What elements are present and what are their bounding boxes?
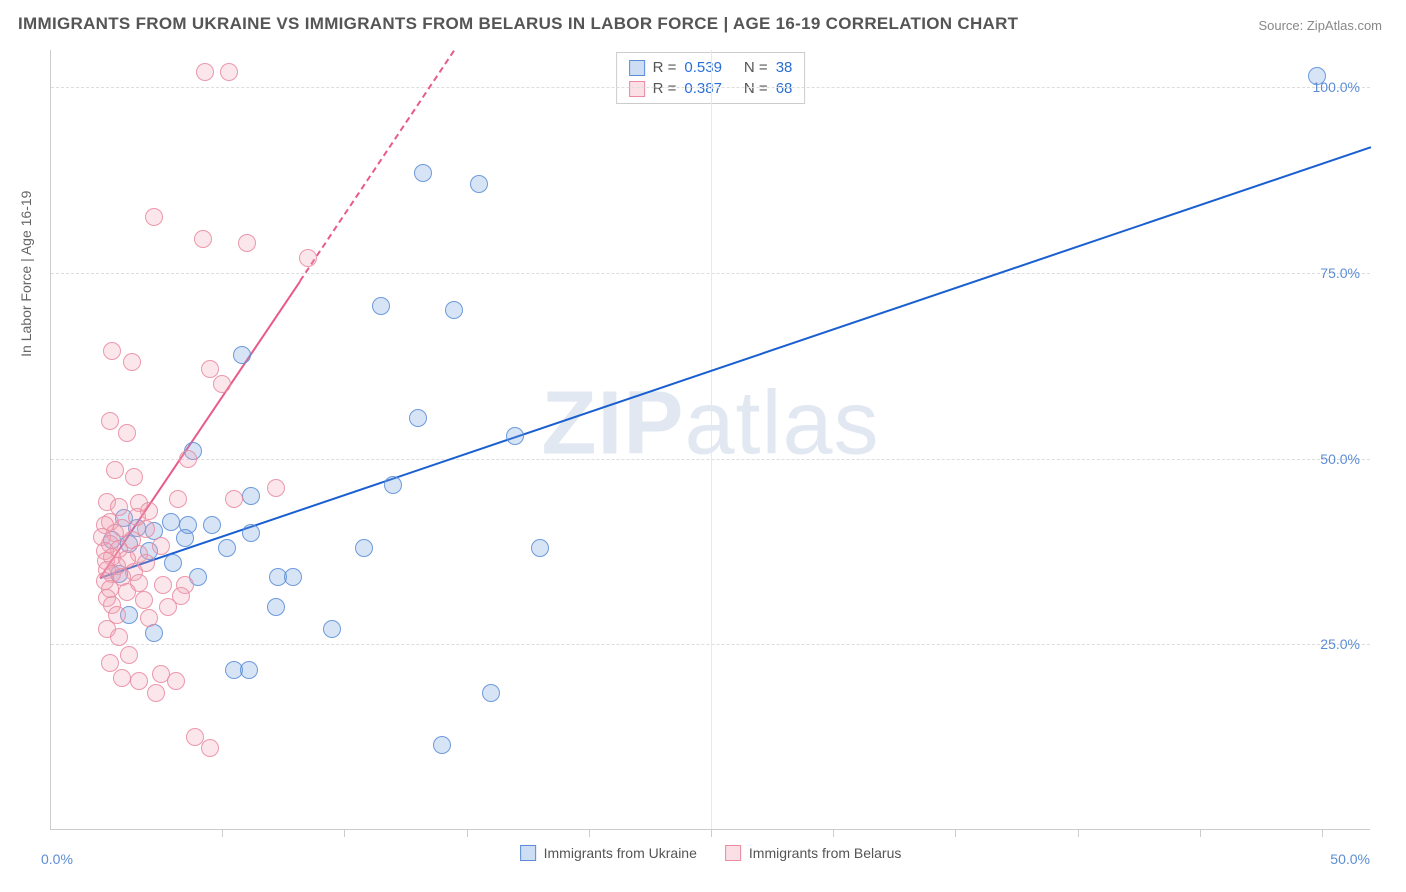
x-tick [833, 829, 834, 837]
data-point [355, 539, 373, 557]
data-point [118, 424, 136, 442]
legend-swatch [520, 845, 536, 861]
data-point [323, 620, 341, 638]
data-point [409, 409, 427, 427]
data-point [433, 736, 451, 754]
data-point [201, 360, 219, 378]
legend-item: Immigrants from Belarus [725, 845, 901, 861]
data-point [225, 490, 243, 508]
y-tick-label: 50.0% [1320, 451, 1360, 467]
data-point [152, 537, 170, 555]
data-point [194, 230, 212, 248]
data-point [218, 539, 236, 557]
legend-n-value: 68 [776, 80, 793, 97]
data-point [135, 591, 153, 609]
x-tick [1078, 829, 1079, 837]
legend-r-value: 0.387 [684, 80, 722, 97]
legend-series: Immigrants from Ukraine Immigrants from B… [520, 845, 902, 861]
data-point [106, 461, 124, 479]
data-point [154, 576, 172, 594]
x-tick [467, 829, 468, 837]
x-tick [1322, 829, 1323, 837]
data-point [220, 63, 238, 81]
y-tick-label: 75.0% [1320, 265, 1360, 281]
legend-r-value: 0.539 [684, 59, 722, 76]
data-point [167, 672, 185, 690]
plot-area: ZIPatlas R =0.539N =38R =0.387N =68 Immi… [50, 50, 1370, 830]
data-point [482, 684, 500, 702]
data-point [201, 739, 219, 757]
data-point [113, 669, 131, 687]
data-point [159, 598, 177, 616]
trend-line [100, 147, 1372, 580]
data-point [120, 646, 138, 664]
legend-label: Immigrants from Ukraine [544, 845, 697, 861]
x-tick [589, 829, 590, 837]
chart-title: IMMIGRANTS FROM UKRAINE VS IMMIGRANTS FR… [18, 14, 1018, 34]
data-point [267, 479, 285, 497]
data-point [101, 412, 119, 430]
data-point [506, 427, 524, 445]
data-point [179, 450, 197, 468]
legend-n-label: N = [744, 59, 768, 76]
data-point [240, 661, 258, 679]
legend-r-label: R = [653, 59, 677, 76]
data-point [213, 375, 231, 393]
data-point [445, 301, 463, 319]
data-point [242, 487, 260, 505]
data-point [203, 516, 221, 534]
data-point [176, 529, 194, 547]
y-tick-label: 25.0% [1320, 636, 1360, 652]
data-point [267, 598, 285, 616]
data-point [242, 524, 260, 542]
x-tick [955, 829, 956, 837]
legend-label: Immigrants from Belarus [749, 845, 901, 861]
data-point [238, 234, 256, 252]
data-point [123, 353, 141, 371]
gridline-vertical [711, 50, 712, 829]
x-tick [1200, 829, 1201, 837]
data-point [145, 208, 163, 226]
data-point [384, 476, 402, 494]
data-point [284, 568, 302, 586]
data-point [196, 63, 214, 81]
trend-line [299, 50, 455, 281]
data-point [110, 628, 128, 646]
data-point [130, 672, 148, 690]
x-axis-label-max: 50.0% [1330, 851, 1370, 867]
data-point [531, 539, 549, 557]
data-point [470, 175, 488, 193]
x-tick [222, 829, 223, 837]
legend-n-value: 38 [776, 59, 793, 76]
x-axis-label-min: 0.0% [41, 851, 73, 867]
data-point [101, 654, 119, 672]
legend-item: Immigrants from Ukraine [520, 845, 697, 861]
legend-swatch [629, 81, 645, 97]
x-tick [344, 829, 345, 837]
data-point [162, 513, 180, 531]
data-point [233, 346, 251, 364]
legend-r-label: R = [653, 80, 677, 97]
data-point [164, 554, 182, 572]
data-point [125, 468, 143, 486]
source-label: Source: ZipAtlas.com [1258, 18, 1382, 33]
legend-swatch [629, 60, 645, 76]
data-point [137, 520, 155, 538]
data-point [372, 297, 390, 315]
legend-n-label: N = [744, 80, 768, 97]
data-point [147, 684, 165, 702]
x-tick [711, 829, 712, 837]
data-point [103, 342, 121, 360]
data-point [299, 249, 317, 267]
data-point [140, 609, 158, 627]
data-point [169, 490, 187, 508]
legend-swatch [725, 845, 741, 861]
data-point [1308, 67, 1326, 85]
data-point [414, 164, 432, 182]
data-point [118, 583, 136, 601]
y-axis-title: In Labor Force | Age 16-19 [18, 191, 34, 357]
